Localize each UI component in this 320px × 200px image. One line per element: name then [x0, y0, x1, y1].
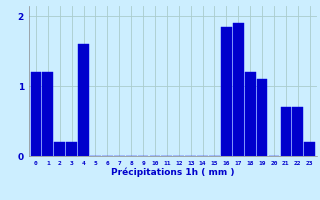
Bar [43, 72, 53, 156]
Bar [78, 44, 89, 156]
Bar [292, 107, 303, 156]
X-axis label: Précipitations 1h ( mm ): Précipitations 1h ( mm ) [111, 167, 235, 177]
Bar [66, 142, 77, 156]
Bar [281, 107, 291, 156]
Bar [245, 72, 255, 156]
Bar [257, 79, 268, 156]
Bar [221, 27, 232, 156]
Bar [304, 142, 315, 156]
Bar [233, 23, 244, 156]
Bar [54, 142, 65, 156]
Bar [31, 72, 41, 156]
